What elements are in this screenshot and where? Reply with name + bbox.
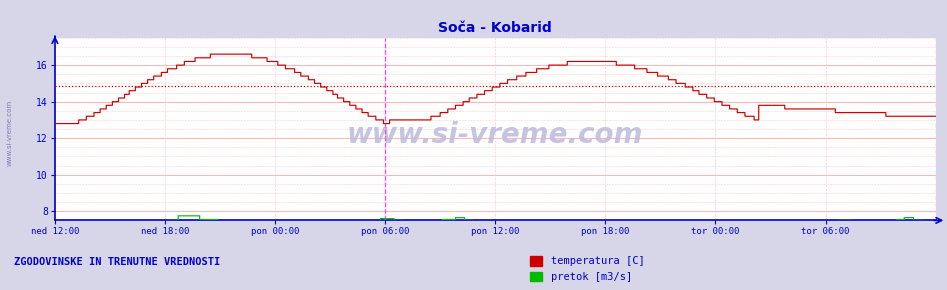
Text: www.si-vreme.com: www.si-vreme.com — [347, 121, 644, 148]
Text: www.si-vreme.com: www.si-vreme.com — [7, 100, 12, 166]
Text: ZGODOVINSKE IN TRENUTNE VREDNOSTI: ZGODOVINSKE IN TRENUTNE VREDNOSTI — [14, 257, 221, 267]
Title: Soča - Kobarid: Soča - Kobarid — [438, 21, 552, 35]
Legend: temperatura [C], pretok [m3/s]: temperatura [C], pretok [m3/s] — [530, 256, 644, 282]
